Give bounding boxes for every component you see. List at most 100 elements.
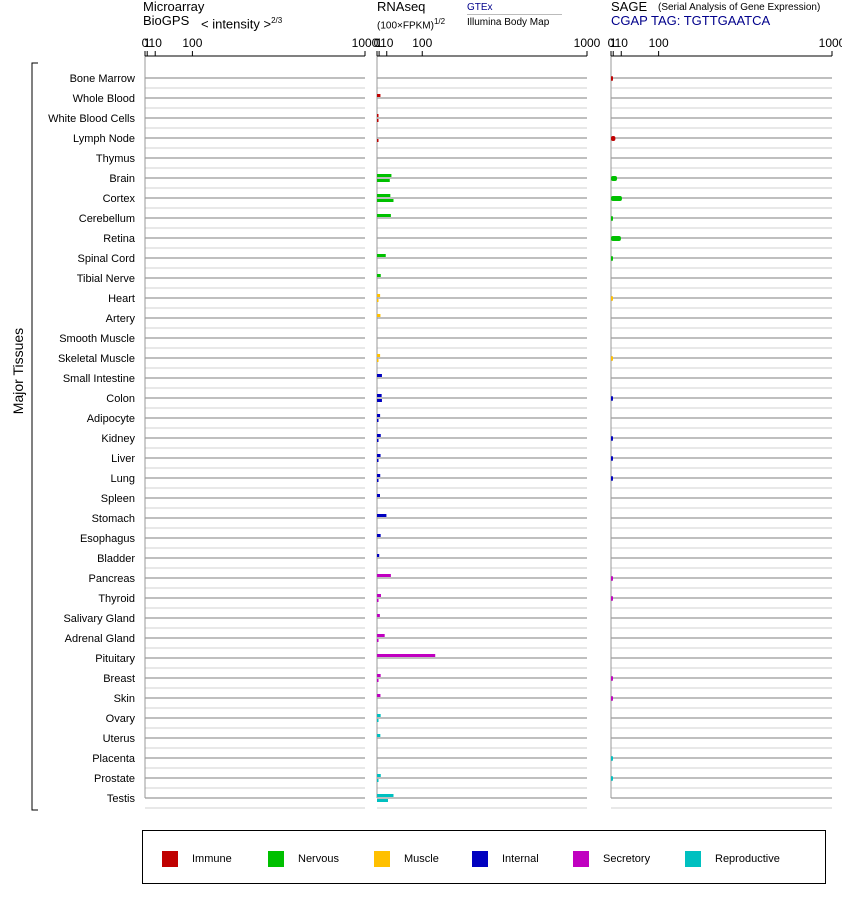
bar-rnaseq-gtex [377, 474, 381, 477]
legend: Immune Nervous Muscle Internal Secretory… [142, 830, 826, 884]
tissue-label: Skin [114, 693, 135, 705]
panels [31, 56, 832, 811]
major-tissues-label: Major Tissues [10, 327, 26, 415]
axis-tick-label: 10 [380, 36, 394, 50]
bar-sage [611, 196, 622, 201]
tissue-label: Cerebellum [79, 213, 135, 225]
tissue-label: Kidney [101, 433, 135, 445]
bar-rnaseq-illumina [377, 439, 379, 442]
axis-tick-label: 10 [615, 36, 629, 50]
microarray-subtitle: BioGPS [143, 13, 190, 28]
tissue-label: Artery [106, 313, 136, 325]
tissue-label: Spleen [101, 493, 135, 505]
sage-title: SAGE [611, 0, 648, 14]
tissue-label: Ovary [106, 713, 136, 725]
bar-sage [611, 576, 613, 581]
bar-sage [611, 356, 613, 361]
tissue-label: Colon [106, 393, 135, 405]
bar-rnaseq-illumina [377, 779, 379, 782]
tissue-label: Esophagus [80, 533, 136, 545]
tissue-label: Uterus [103, 733, 136, 745]
bar-sage [611, 296, 613, 301]
bar-rnaseq-gtex [377, 734, 381, 737]
bar-rnaseq-gtex [377, 674, 381, 677]
bar-rnaseq-gtex [377, 174, 392, 177]
bar-rnaseq-gtex [377, 574, 391, 577]
bar-sage [611, 436, 613, 441]
bar-rnaseq-illumina [377, 719, 379, 722]
bar-rnaseq-illumina [377, 479, 379, 482]
tissue-label: Adipocyte [87, 413, 135, 425]
bar-rnaseq-illumina [377, 199, 394, 202]
rnaseq-title: RNAseq [377, 0, 426, 14]
bar-rnaseq-gtex [377, 214, 391, 217]
bar-rnaseq-illumina [377, 179, 390, 182]
tissue-label: Small Intestine [63, 373, 135, 385]
bar-rnaseq-gtex [377, 694, 381, 697]
axis-tick-label: 1000 [819, 36, 842, 50]
tissue-label: Heart [108, 293, 135, 305]
bar-sage [611, 756, 613, 761]
bar-sage [611, 696, 613, 701]
bar-sage [611, 236, 621, 241]
tissue-label: Thymus [96, 153, 136, 165]
bar-rnaseq-illumina [377, 359, 379, 362]
sage-tag: CGAP TAG: TGTTGAATCA [611, 13, 771, 28]
bar-rnaseq-gtex [377, 114, 379, 117]
tissue-label: Smooth Muscle [59, 333, 135, 345]
bar-rnaseq-gtex [377, 314, 381, 317]
bar-rnaseq-gtex [377, 294, 381, 297]
microarray-intensity: < intensity >2/3 [201, 14, 282, 31]
tissue-bracket [31, 62, 38, 811]
legend-swatch [268, 851, 284, 867]
axis-tick-label: 1000 [574, 36, 601, 50]
legend-label: Reproductive [715, 853, 780, 865]
microarray-title: Microarray [143, 0, 205, 14]
axis-tick-label: 1 [376, 36, 383, 50]
bar-rnaseq-gtex [377, 274, 381, 277]
tissue-label: Bone Marrow [70, 73, 135, 85]
bar-sage [611, 776, 613, 781]
bar-sage [611, 176, 618, 181]
tissue-label: Pancreas [89, 573, 136, 585]
tissue-label: Breast [103, 673, 135, 685]
tissue-label: Stomach [92, 513, 135, 525]
illumina-label: Illumina Body Map [467, 17, 550, 28]
legend-swatch [374, 851, 390, 867]
tissue-label: Retina [103, 233, 136, 245]
bar-sage [611, 216, 613, 221]
axis-tick-label: 1000 [352, 36, 379, 50]
bar-sage [611, 76, 613, 81]
tissue-label: Thyroid [98, 593, 135, 605]
rnaseq-units-label: (100×FPKM) [377, 20, 434, 32]
tissue-label: Adrenal Gland [65, 633, 135, 645]
header-divider [467, 14, 562, 15]
legend-label: Immune [192, 853, 232, 865]
legend-label: Secretory [603, 853, 651, 865]
bar-rnaseq-gtex [377, 774, 381, 777]
legend-swatch [573, 851, 589, 867]
tissue-label: Spinal Cord [78, 253, 135, 265]
bar-rnaseq-illumina [377, 139, 379, 142]
tissue-label: Lymph Node [73, 133, 135, 145]
tissue-label: Placenta [92, 753, 136, 765]
bar-rnaseq-illumina [377, 419, 379, 422]
bar-rnaseq-gtex [377, 394, 382, 397]
bar-rnaseq-illumina [377, 639, 379, 642]
axis-tick-label: 0 [142, 36, 149, 50]
bar-rnaseq-gtex [377, 654, 436, 657]
legend-label: Nervous [298, 853, 339, 865]
tissue-label: Brain [109, 173, 135, 185]
axis-ticks: 011010010000110100100001101001000 [142, 36, 842, 57]
bar-rnaseq-gtex [377, 594, 381, 597]
sage-description: (Serial Analysis of Gene Expression) [658, 2, 821, 13]
legend-swatch [685, 851, 701, 867]
axis-tick-label: 100 [412, 36, 432, 50]
bar-rnaseq-illumina [377, 459, 379, 462]
tissue-label: Pituitary [95, 653, 135, 665]
bar-rnaseq-gtex [377, 374, 382, 377]
tissue-label: Liver [111, 453, 135, 465]
intensity-exponent: 2/3 [271, 16, 283, 25]
axis-tick-label: 100 [182, 36, 202, 50]
